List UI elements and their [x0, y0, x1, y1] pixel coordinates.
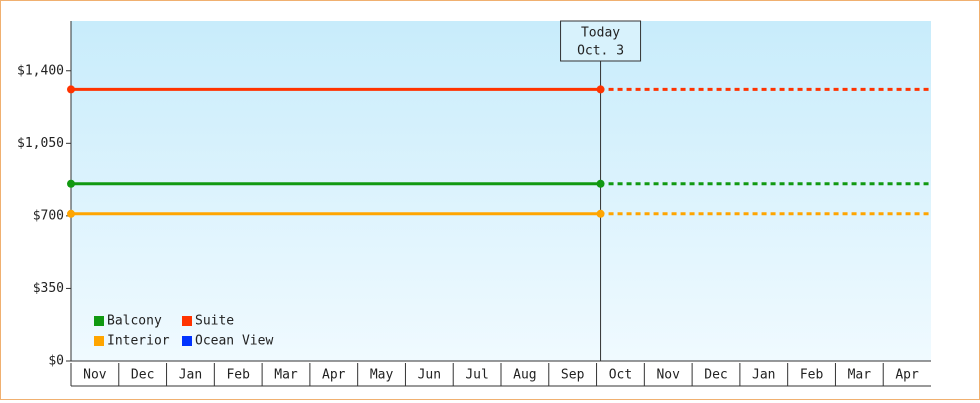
- legend-label: Ocean View: [195, 334, 273, 349]
- y-tick-label: $1,050: [17, 136, 64, 151]
- x-tick-label: Sep: [561, 368, 585, 383]
- x-tick-label: Mar: [848, 368, 872, 383]
- legend-swatch: [94, 336, 104, 346]
- legend-swatch: [182, 316, 192, 326]
- y-tick-label: $1,400: [17, 63, 64, 78]
- y-tick-label: $0: [48, 354, 64, 369]
- legend-label: Suite: [195, 314, 234, 329]
- x-tick-label: Feb: [800, 368, 824, 383]
- price-point: [67, 209, 75, 218]
- x-tick-label: Mar: [274, 368, 298, 383]
- price-point: [596, 85, 605, 94]
- x-tick-label: Dec: [131, 368, 154, 383]
- x-tick-label: Dec: [704, 368, 727, 383]
- y-tick-label: $350: [33, 281, 64, 296]
- legend-swatch: [182, 336, 192, 346]
- today-label: Today: [581, 26, 620, 41]
- today-date: Oct. 3: [577, 44, 624, 59]
- x-tick-label: Jun: [418, 368, 441, 383]
- x-tick-label: Aug: [513, 368, 536, 383]
- legend-label: Interior: [107, 334, 170, 349]
- price-point: [67, 85, 75, 94]
- x-tick-label: Jul: [465, 368, 488, 383]
- price-point: [67, 179, 75, 188]
- x-tick-label: Feb: [226, 368, 250, 383]
- x-tick-label: Oct: [609, 368, 632, 383]
- x-tick-label: Apr: [895, 368, 919, 383]
- today-box: [560, 20, 642, 62]
- price-point: [596, 179, 605, 188]
- plot-area: [71, 21, 931, 361]
- legend-swatch: [94, 316, 104, 326]
- x-tick-label: May: [370, 368, 394, 383]
- price-point: [596, 209, 605, 218]
- x-tick-label: Jan: [179, 368, 202, 383]
- legend-label: Balcony: [107, 314, 162, 329]
- x-tick-label: Apr: [322, 368, 346, 383]
- y-tick-label: $700: [33, 208, 64, 223]
- x-tick-label: Nov: [656, 368, 680, 383]
- x-tick-label: Jan: [752, 368, 775, 383]
- x-tick-label: Nov: [83, 368, 107, 383]
